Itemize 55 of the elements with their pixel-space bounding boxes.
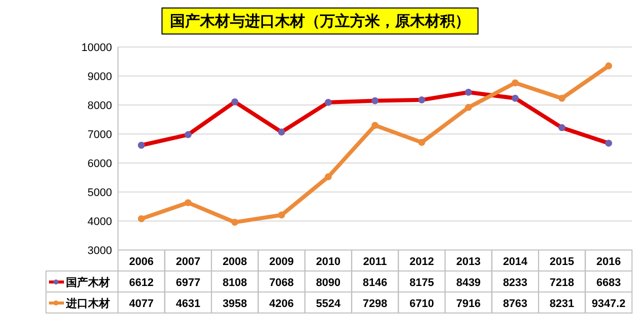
data-label: 9347.2 xyxy=(592,298,626,310)
y-tick-label: 9000 xyxy=(88,71,112,83)
y-tick-label: 8000 xyxy=(88,100,112,112)
data-label: 4077 xyxy=(129,298,154,310)
y-tick-label: 3000 xyxy=(88,245,112,257)
data-label: 7916 xyxy=(456,298,481,310)
data-label: 7068 xyxy=(269,277,294,289)
point xyxy=(372,122,378,129)
y-tick-label: 6000 xyxy=(88,158,112,170)
x-tick-label: 2011 xyxy=(363,256,387,268)
x-tick-label: 2014 xyxy=(502,256,528,268)
data-label: 8231 xyxy=(550,298,574,310)
data-label: 6710 xyxy=(409,298,434,310)
data-label: 6977 xyxy=(176,277,200,289)
point xyxy=(324,173,332,180)
data-label: 8090 xyxy=(316,277,341,289)
point xyxy=(278,212,286,219)
point xyxy=(512,79,519,86)
x-tick-label: 2013 xyxy=(456,256,481,268)
legend-label: 国产木材 xyxy=(66,276,110,289)
data-label: 7218 xyxy=(550,277,574,289)
x-tick-label: 2010 xyxy=(316,256,341,268)
point xyxy=(464,104,472,111)
y-tick-label: 4000 xyxy=(88,216,112,228)
point xyxy=(138,215,145,222)
x-tick-label: 2007 xyxy=(176,256,200,268)
data-label: 4631 xyxy=(176,298,200,310)
x-tick-label: 2009 xyxy=(269,256,294,268)
data-label: 7298 xyxy=(362,298,388,310)
x-tick-label: 2012 xyxy=(409,256,434,268)
point xyxy=(558,94,566,102)
point xyxy=(605,62,612,70)
data-label: 6612 xyxy=(129,277,154,289)
data-label: 3958 xyxy=(222,298,248,310)
x-tick-label: 2016 xyxy=(596,256,621,268)
data-label: 8233 xyxy=(502,277,528,289)
x-tick-label: 2006 xyxy=(129,256,154,268)
point xyxy=(231,218,238,226)
y-tick-label: 10000 xyxy=(81,42,112,54)
y-tick-label: 5000 xyxy=(88,187,112,199)
chart-title: 国产木材与进口木材（万立方米，原木材积） xyxy=(170,12,470,30)
data-label: 8439 xyxy=(456,277,481,289)
legend-label: 进口木材 xyxy=(65,297,110,310)
y-tick-label: 7000 xyxy=(88,129,112,141)
data-label: 8146 xyxy=(362,277,388,289)
data-label: 8108 xyxy=(222,277,248,289)
data-label: 8175 xyxy=(409,277,434,289)
data-label: 4206 xyxy=(269,298,294,310)
data-label: 6683 xyxy=(596,277,621,289)
point xyxy=(184,199,192,206)
data-label: 8763 xyxy=(502,298,528,310)
point xyxy=(418,138,426,146)
x-tick-label: 2008 xyxy=(222,256,248,268)
x-tick-label: 2015 xyxy=(550,256,574,268)
data-label: 5524 xyxy=(316,298,342,310)
